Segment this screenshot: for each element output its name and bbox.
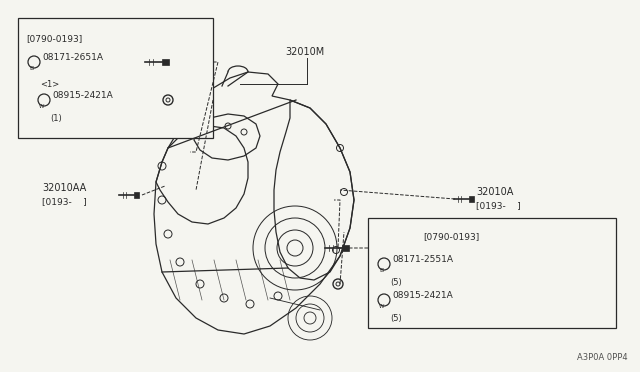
Bar: [368, 218, 616, 328]
Text: B: B: [30, 65, 34, 71]
Text: 32010AA: 32010AA: [42, 183, 86, 193]
Text: 08915-2421A: 08915-2421A: [392, 292, 452, 301]
Bar: [342, 245, 349, 251]
Text: W: W: [380, 304, 385, 308]
Text: 08171-2551A: 08171-2551A: [392, 256, 453, 264]
Text: (1): (1): [50, 114, 61, 123]
Bar: [163, 59, 169, 65]
Text: 32010A: 32010A: [476, 187, 513, 197]
Text: 08915-2421A: 08915-2421A: [52, 92, 113, 100]
Text: (5): (5): [390, 278, 402, 287]
Text: B: B: [380, 267, 384, 273]
Text: W: W: [39, 103, 45, 109]
Text: <1>: <1>: [40, 80, 60, 89]
Text: [0193-    ]: [0193- ]: [42, 198, 87, 206]
Text: A3P0A 0PP4: A3P0A 0PP4: [577, 353, 628, 362]
Text: 32010M: 32010M: [285, 47, 324, 57]
Text: [0790-0193]: [0790-0193]: [26, 34, 83, 43]
Text: [0193-    ]: [0193- ]: [476, 202, 521, 211]
Bar: [18, 18, 213, 138]
Text: 08171-2651A: 08171-2651A: [42, 54, 103, 62]
Text: (5): (5): [390, 314, 402, 323]
Bar: [134, 192, 139, 198]
Bar: [468, 196, 474, 202]
Text: [0790-0193]: [0790-0193]: [423, 232, 479, 241]
